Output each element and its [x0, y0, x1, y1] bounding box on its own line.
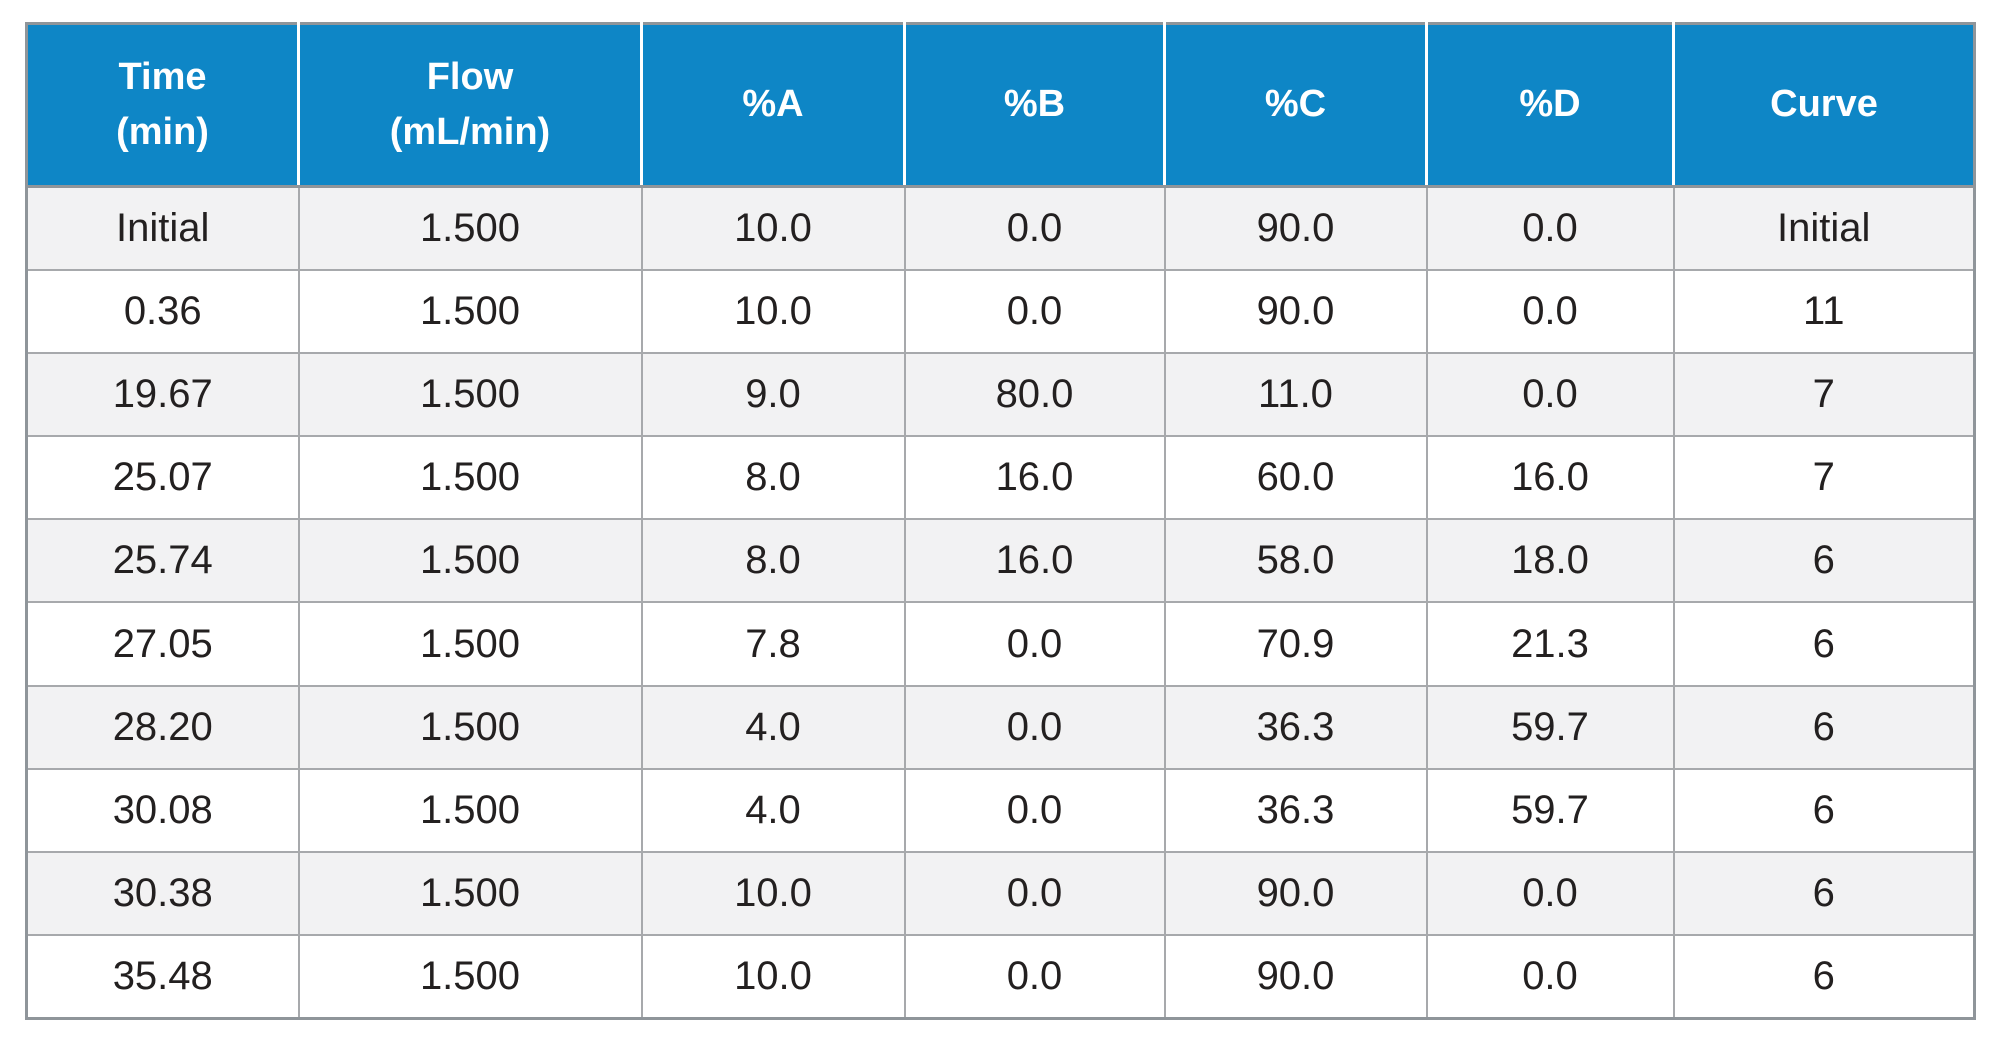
cell-curve: 6	[1672, 684, 1976, 770]
cell-flow: 1.500	[297, 684, 643, 770]
column-header-pct-b: %B	[903, 23, 1166, 188]
cell-pct-c: 90.0	[1163, 933, 1428, 1020]
table-row: 19.67 1.500 9.0 80.0 11.0 0.0 7	[25, 352, 1976, 438]
column-header-curve: Curve	[1672, 23, 1975, 188]
cell-curve: 7	[1672, 435, 1976, 521]
cell-pct-a: 10.0	[640, 850, 906, 936]
cell-pct-a: 9.0	[640, 352, 906, 438]
cell-time: 28.20	[25, 684, 300, 770]
cell-time: 25.07	[25, 435, 300, 521]
cell-pct-c: 11.0	[1163, 352, 1428, 438]
cell-time: 19.67	[25, 352, 300, 438]
cell-pct-d: 18.0	[1425, 518, 1675, 604]
cell-pct-b: 16.0	[903, 435, 1166, 521]
cell-flow: 1.500	[297, 850, 643, 936]
cell-flow: 1.500	[297, 933, 643, 1020]
table-row: 35.48 1.500 10.0 0.0 90.0 0.0 6	[25, 933, 1976, 1020]
cell-flow: 1.500	[297, 185, 643, 272]
cell-time: 30.08	[25, 767, 300, 853]
cell-time: 30.38	[25, 850, 300, 936]
column-header-time: Time (min)	[26, 23, 300, 188]
cell-curve: 6	[1672, 601, 1976, 687]
column-header-pct-a: %A	[640, 23, 906, 188]
table-row: Initial 1.500 10.0 0.0 90.0 0.0 Initial	[25, 185, 1976, 272]
cell-flow: 1.500	[297, 352, 643, 438]
cell-pct-d: 59.7	[1425, 767, 1675, 853]
cell-pct-c: 70.9	[1163, 601, 1428, 687]
cell-pct-a: 10.0	[640, 269, 906, 355]
cell-curve: 6	[1672, 518, 1976, 604]
cell-pct-b: 0.0	[903, 850, 1166, 936]
cell-flow: 1.500	[297, 601, 643, 687]
cell-pct-c: 36.3	[1163, 767, 1428, 853]
header-row: Time (min) Flow (mL/min) %A %B %C %D Cur…	[26, 23, 1975, 188]
cell-pct-d: 0.0	[1425, 850, 1675, 936]
cell-pct-a: 8.0	[640, 435, 906, 521]
cell-pct-c: 90.0	[1163, 185, 1428, 272]
cell-time: 35.48	[25, 933, 300, 1020]
cell-pct-a: 10.0	[640, 185, 906, 272]
cell-pct-d: 0.0	[1425, 933, 1675, 1020]
table-row: 30.38 1.500 10.0 0.0 90.0 0.0 6	[25, 850, 1976, 936]
column-header-pct-c: %C	[1163, 23, 1428, 188]
cell-pct-c: 58.0	[1163, 518, 1428, 604]
cell-pct-b: 0.0	[903, 601, 1166, 687]
cell-curve: 6	[1672, 850, 1976, 936]
cell-pct-b: 0.0	[903, 269, 1166, 355]
cell-pct-c: 60.0	[1163, 435, 1428, 521]
cell-flow: 1.500	[297, 269, 643, 355]
cell-pct-c: 90.0	[1163, 850, 1428, 936]
cell-pct-a: 10.0	[640, 933, 906, 1020]
cell-pct-d: 0.0	[1425, 185, 1675, 272]
cell-pct-b: 16.0	[903, 518, 1166, 604]
cell-curve: 6	[1672, 933, 1976, 1020]
cell-pct-d: 0.0	[1425, 269, 1675, 355]
cell-pct-a: 4.0	[640, 684, 906, 770]
cell-pct-c: 36.3	[1163, 684, 1428, 770]
cell-time: 0.36	[25, 269, 300, 355]
gradient-method-table: Time (min) Flow (mL/min) %A %B %C %D Cur…	[25, 22, 1976, 1020]
cell-curve: 11	[1672, 269, 1976, 355]
cell-pct-b: 80.0	[903, 352, 1166, 438]
table-row: 25.74 1.500 8.0 16.0 58.0 18.0 6	[25, 518, 1976, 604]
cell-curve: 7	[1672, 352, 1976, 438]
column-header-pct-d: %D	[1425, 23, 1675, 188]
table-row: 28.20 1.500 4.0 0.0 36.3 59.7 6	[25, 684, 1976, 770]
cell-flow: 1.500	[297, 767, 643, 853]
table-row: 0.36 1.500 10.0 0.0 90.0 0.0 11	[25, 269, 1976, 355]
cell-pct-b: 0.0	[903, 933, 1166, 1020]
cell-pct-b: 0.0	[903, 684, 1166, 770]
column-header-flow: Flow (mL/min)	[297, 23, 643, 188]
cell-flow: 1.500	[297, 435, 643, 521]
cell-curve: Initial	[1672, 185, 1976, 272]
cell-flow: 1.500	[297, 518, 643, 604]
cell-pct-a: 4.0	[640, 767, 906, 853]
table-row: 30.08 1.500 4.0 0.0 36.3 59.7 6	[25, 767, 1976, 853]
cell-pct-b: 0.0	[903, 767, 1166, 853]
table-row: 25.07 1.500 8.0 16.0 60.0 16.0 7	[25, 435, 1976, 521]
cell-time: Initial	[25, 185, 300, 272]
cell-pct-d: 59.7	[1425, 684, 1675, 770]
cell-time: 27.05	[25, 601, 300, 687]
cell-pct-b: 0.0	[903, 185, 1166, 272]
cell-curve: 6	[1672, 767, 1976, 853]
cell-pct-a: 8.0	[640, 518, 906, 604]
table-row: 27.05 1.500 7.8 0.0 70.9 21.3 6	[25, 601, 1976, 687]
cell-pct-d: 21.3	[1425, 601, 1675, 687]
cell-pct-d: 16.0	[1425, 435, 1675, 521]
cell-pct-a: 7.8	[640, 601, 906, 687]
cell-pct-d: 0.0	[1425, 352, 1675, 438]
cell-pct-c: 90.0	[1163, 269, 1428, 355]
cell-time: 25.74	[25, 518, 300, 604]
